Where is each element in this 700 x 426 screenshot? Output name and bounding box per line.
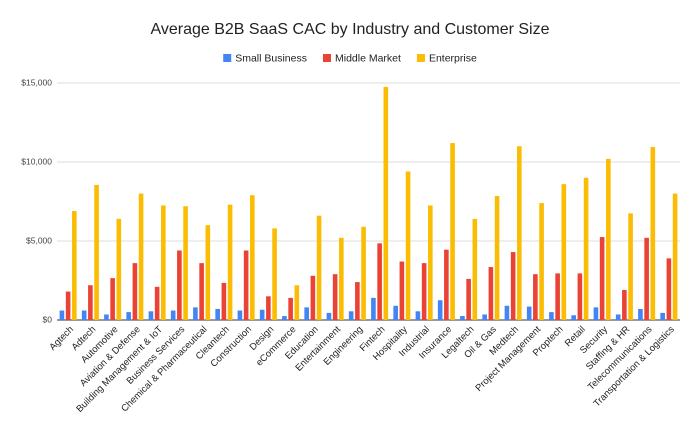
legend-label: Small Business xyxy=(235,52,307,64)
bar xyxy=(177,250,182,320)
bar xyxy=(638,308,643,320)
bar xyxy=(154,286,160,320)
bar xyxy=(555,273,560,320)
bar xyxy=(138,193,144,320)
bar xyxy=(316,215,322,320)
bar xyxy=(517,146,522,320)
bar xyxy=(672,193,678,320)
bar xyxy=(205,225,211,320)
bar xyxy=(371,297,376,320)
bar xyxy=(450,143,455,320)
bar xyxy=(227,204,233,320)
legend-swatch xyxy=(223,54,232,62)
bar xyxy=(282,316,287,320)
bar xyxy=(615,314,621,320)
chart-title: Average B2B SaaS CAC by Industry and Cus… xyxy=(150,21,549,38)
bar xyxy=(549,312,554,320)
bar xyxy=(170,310,176,320)
bar xyxy=(88,285,93,320)
bar xyxy=(243,250,249,320)
bar xyxy=(126,312,131,320)
bar xyxy=(466,278,471,320)
bar xyxy=(250,195,255,320)
bar xyxy=(428,205,433,320)
bar xyxy=(148,311,154,320)
bar xyxy=(599,237,605,320)
bar xyxy=(504,305,510,320)
bar xyxy=(65,291,71,320)
bar xyxy=(460,316,465,320)
bar xyxy=(355,282,360,320)
bar xyxy=(110,278,115,320)
bar xyxy=(272,228,277,320)
bar xyxy=(533,274,538,320)
bar xyxy=(72,210,77,320)
bar xyxy=(332,274,338,320)
y-tick-label: $15,000 xyxy=(21,77,52,87)
bar xyxy=(494,195,500,320)
bar xyxy=(606,158,611,320)
legend-label: Middle Market xyxy=(335,52,401,64)
bar xyxy=(339,237,344,320)
bar xyxy=(132,263,138,320)
bar xyxy=(437,300,443,320)
bar xyxy=(183,206,188,320)
bar xyxy=(221,282,227,320)
bar xyxy=(237,310,243,320)
bar xyxy=(361,226,366,320)
bar xyxy=(593,307,599,320)
bar xyxy=(393,305,398,320)
bar xyxy=(266,296,271,320)
bar xyxy=(405,171,411,320)
bar xyxy=(482,314,487,320)
bar xyxy=(288,297,293,320)
bar xyxy=(193,307,198,320)
bar xyxy=(526,306,532,320)
legend-swatch xyxy=(416,54,425,62)
bar xyxy=(94,184,99,320)
bar xyxy=(539,203,544,320)
bar xyxy=(444,249,449,320)
bar xyxy=(116,218,122,320)
bar xyxy=(377,243,382,320)
bar xyxy=(399,261,405,320)
bar xyxy=(510,252,516,320)
y-tick-label: $5,000 xyxy=(26,235,52,245)
bar xyxy=(660,312,665,320)
bar xyxy=(650,146,656,320)
bar xyxy=(161,205,166,320)
bar xyxy=(59,310,65,320)
bar xyxy=(259,309,265,320)
bar xyxy=(199,263,204,320)
bar xyxy=(294,285,300,320)
bar xyxy=(348,311,354,320)
bar xyxy=(326,312,332,320)
bar xyxy=(472,218,478,320)
bar xyxy=(628,213,633,320)
bar xyxy=(215,308,220,320)
bar xyxy=(561,184,567,320)
y-tick-label: $0 xyxy=(43,314,53,324)
bar xyxy=(571,315,576,320)
bar xyxy=(644,237,649,320)
legend-swatch xyxy=(322,54,331,62)
bar xyxy=(622,289,627,320)
bar xyxy=(583,177,589,320)
bar xyxy=(310,275,316,320)
bar xyxy=(577,273,583,320)
y-tick-label: $10,000 xyxy=(21,156,52,166)
legend: Small Business Middle Market Enterprise xyxy=(223,52,477,64)
bar xyxy=(488,267,494,320)
legend-label: Enterprise xyxy=(429,52,477,64)
bar xyxy=(415,311,421,320)
bar xyxy=(383,86,389,320)
bar xyxy=(104,314,109,320)
bar xyxy=(666,258,672,320)
bar xyxy=(304,307,309,320)
bar xyxy=(81,310,87,320)
bar xyxy=(421,263,427,320)
